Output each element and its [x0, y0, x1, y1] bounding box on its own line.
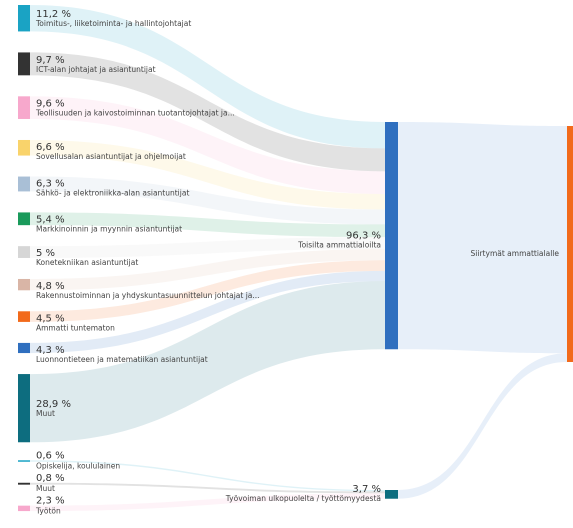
- source-name: Opiskelija, koululainen: [36, 461, 120, 470]
- target-node: [567, 126, 573, 362]
- source-name: Markkinoinnin ja myynnin asiantuntijat: [36, 224, 182, 233]
- group-node: [385, 490, 398, 499]
- source-node: [18, 139, 30, 156]
- flow-link: [30, 248, 385, 291]
- source-node: [18, 311, 30, 322]
- flow-link: [30, 237, 385, 258]
- source-name: Teollisuuden ja kaivostoiminnan tuotanto…: [35, 109, 235, 118]
- source-value-label: 6,6 %: [36, 142, 65, 153]
- source-name: Luonnontieteen ja matematiikan asiantunt…: [36, 355, 208, 364]
- flow-link: [30, 5, 385, 149]
- flow-link: [398, 122, 567, 354]
- source-value-label: 6,3 %: [36, 179, 65, 190]
- source-node: [18, 52, 30, 76]
- source-name: Toimitus-, liiketoiminta- ja hallintojoh…: [35, 19, 191, 28]
- source-value-label: 0,6 %: [36, 450, 65, 461]
- source-name: Ammatti tuntematon: [36, 323, 115, 332]
- flow-link: [30, 281, 385, 443]
- source-value-label: 0,8 %: [36, 473, 65, 484]
- source-value-label: 4,3 %: [36, 345, 65, 356]
- source-name: Konetekniikan asiantuntijat: [36, 258, 138, 267]
- source-name: Sähkö- ja elektroniikka-alan asiantuntij…: [36, 189, 189, 198]
- group-name: Toisilta ammattialoilta: [297, 241, 381, 250]
- flow-link: [30, 493, 385, 512]
- flow-link: [30, 270, 385, 354]
- source-value-label: 11,2 %: [36, 9, 71, 20]
- flow-link: [30, 260, 385, 322]
- group-node: [385, 122, 398, 350]
- source-name: Työtön: [35, 507, 61, 516]
- flow-link: [398, 353, 567, 499]
- source-node: [18, 505, 30, 512]
- source-value-label: 5 %: [36, 248, 55, 259]
- source-value-label: 28,9 %: [36, 399, 71, 410]
- group-name: Työvoiman ulkopuolelta / työttömyydestä: [225, 494, 381, 503]
- flow-link: [30, 52, 385, 172]
- source-name: Rakennustoiminnan ja yhdyskuntasuunnitte…: [36, 291, 260, 300]
- source-node: [18, 5, 30, 32]
- flow-link: [30, 212, 385, 238]
- source-value-label: 4,5 %: [36, 313, 65, 324]
- source-node: [18, 212, 30, 226]
- source-node: [18, 482, 30, 485]
- source-node: [18, 246, 30, 258]
- target-name: Siirtymät ammattialalle: [471, 249, 560, 258]
- source-node: [18, 342, 30, 354]
- source-node: [18, 374, 30, 443]
- source-value-label: 9,7 %: [36, 55, 65, 66]
- source-name: Muut: [36, 484, 55, 493]
- group-value-label: 96,3 %: [346, 231, 381, 242]
- source-value-label: 4,8 %: [36, 281, 65, 292]
- flow-link: [30, 482, 385, 494]
- source-name: Sovellusalan asiantuntijat ja ohjelmoija…: [36, 152, 186, 161]
- flow-link: [30, 96, 385, 194]
- source-name: Muut: [36, 409, 55, 418]
- source-node: [18, 278, 30, 291]
- source-name: ICT-alan johtajat ja asiantuntijat: [36, 65, 156, 74]
- source-node: [18, 460, 30, 462]
- flow-link: [30, 460, 385, 492]
- source-value-label: 9,6 %: [36, 99, 65, 110]
- source-value-label: 5,4 %: [36, 214, 65, 225]
- flow-link: [30, 176, 385, 225]
- source-node: [18, 176, 30, 192]
- source-value-label: 2,3 %: [36, 496, 65, 507]
- flow-link: [30, 139, 385, 210]
- source-node: [18, 96, 30, 119]
- group-value-label: 3,7 %: [352, 484, 381, 495]
